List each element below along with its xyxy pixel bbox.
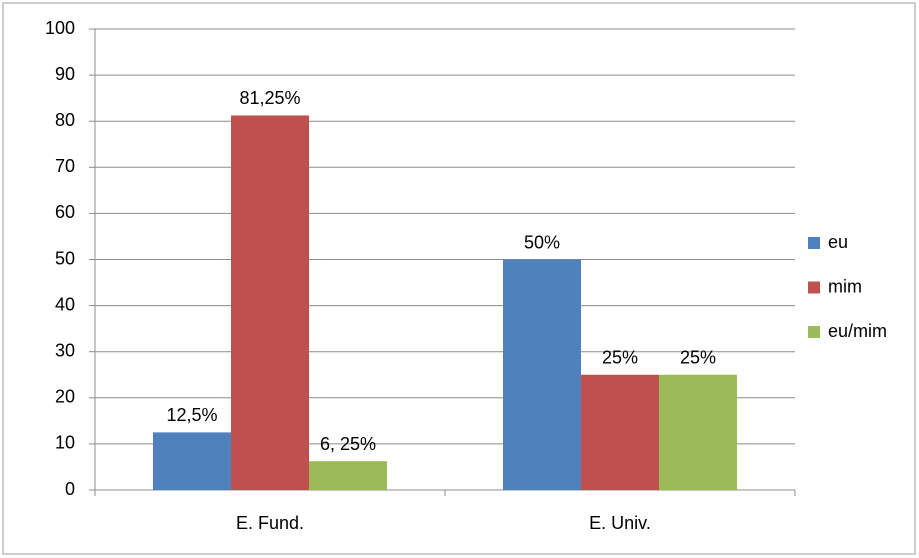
- y-tick-label: 50: [55, 248, 75, 268]
- legend-label: eu: [828, 232, 848, 252]
- bar: [503, 259, 581, 490]
- bar: [309, 461, 387, 490]
- value-label: 81,25%: [239, 88, 300, 108]
- legend-label: mim: [828, 276, 862, 296]
- y-tick-label: 10: [55, 433, 75, 453]
- legend-label: eu/mim: [828, 321, 887, 341]
- y-tick-label: 100: [45, 18, 75, 38]
- y-tick-label: 30: [55, 340, 75, 360]
- bar: [659, 374, 737, 490]
- y-tick-label: 40: [55, 294, 75, 314]
- y-tick-label: 0: [65, 479, 75, 499]
- value-label: 25%: [680, 348, 716, 368]
- x-tick-label: E. Univ.: [589, 513, 651, 533]
- bar: [581, 374, 659, 490]
- legend-swatch: [808, 281, 820, 294]
- value-label: 12,5%: [166, 405, 217, 425]
- y-tick-label: 20: [55, 387, 75, 407]
- value-label: 50%: [524, 232, 560, 252]
- legend-swatch: [808, 326, 820, 338]
- bar: [231, 115, 309, 490]
- y-tick-label: 80: [55, 110, 75, 130]
- bar: [153, 432, 231, 490]
- legend-swatch: [808, 237, 820, 249]
- x-tick-label: E. Fund.: [236, 513, 304, 533]
- y-tick-label: 90: [55, 64, 75, 84]
- y-tick-label: 70: [55, 156, 75, 176]
- y-tick-label: 60: [55, 202, 75, 222]
- value-label: 6, 25%: [320, 434, 376, 454]
- value-label: 25%: [602, 348, 638, 368]
